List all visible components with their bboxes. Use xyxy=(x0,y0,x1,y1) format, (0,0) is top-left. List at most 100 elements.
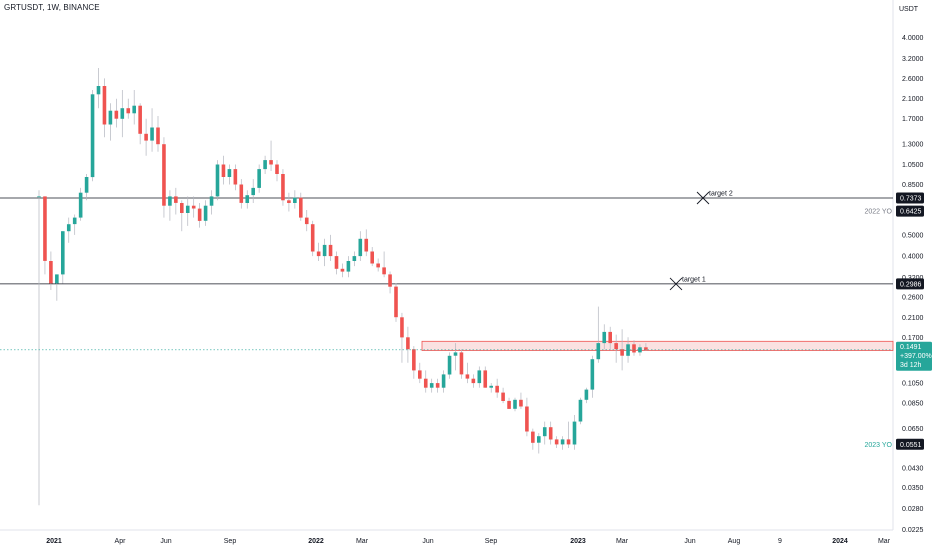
year-open-price-tag xyxy=(896,205,924,217)
current-price-tag xyxy=(896,341,932,371)
candle-body xyxy=(346,261,351,272)
year-open-price-label: 0.0551 xyxy=(900,442,922,449)
candle-body xyxy=(364,238,369,252)
price-tick-label: 4.0000 xyxy=(902,35,924,42)
candle-body xyxy=(489,385,493,388)
candle-body xyxy=(453,352,458,356)
candle-body xyxy=(542,427,547,437)
price-tick-label: 0.0225 xyxy=(902,527,924,534)
level-price-tag xyxy=(896,192,924,204)
time-tick-label: 9 xyxy=(778,538,782,545)
price-tick-label: 0.0850 xyxy=(902,401,924,408)
candle-body xyxy=(501,392,505,401)
resistance-zone-box[interactable] xyxy=(421,340,894,351)
year-open-price-tag xyxy=(896,438,924,450)
candle-body xyxy=(608,331,612,344)
candle-body xyxy=(429,383,434,388)
candle-body xyxy=(495,385,499,393)
price-tick-label: 0.0280 xyxy=(902,506,924,513)
candle-body xyxy=(108,110,113,125)
candle-body xyxy=(126,108,131,114)
time-axis[interactable]: 2021 Apr Jun Sep 2022 Mar Jun Sep 2023 Mar Jun Aug 9… xyxy=(46,538,890,545)
candle-body xyxy=(388,274,392,287)
candle-body xyxy=(352,256,357,261)
candle-body xyxy=(316,251,321,257)
time-tick-label: Jun xyxy=(684,538,695,545)
candle-body xyxy=(566,439,571,445)
year-open-label: 2023 YO xyxy=(864,442,892,449)
candle-body xyxy=(197,208,202,221)
candle-body xyxy=(537,436,541,443)
candle-body xyxy=(168,196,172,206)
x-mark-icon xyxy=(669,277,683,291)
candle-body xyxy=(174,196,178,203)
candle-body xyxy=(584,389,589,400)
candle-body xyxy=(626,344,630,356)
candle-body xyxy=(632,344,636,353)
time-tick-label: 2021 xyxy=(46,538,62,545)
candle-body xyxy=(55,274,59,284)
candle-body xyxy=(423,378,428,388)
price-tick-label: 0.0650 xyxy=(902,426,924,433)
price-tick-label: 0.1700 xyxy=(902,335,924,342)
price-axis[interactable]: 4.0000 3.2000 2.6000 2.1000 1.7000 1.3000 1.05… xyxy=(902,35,924,534)
candle-body xyxy=(525,406,529,432)
candle-body xyxy=(144,133,148,141)
candle-body xyxy=(215,164,220,197)
candle-body xyxy=(328,244,333,257)
candle-body xyxy=(61,231,65,275)
candle-body xyxy=(90,94,95,178)
level-annotation: target 2 xyxy=(709,191,733,198)
candle-body xyxy=(203,205,208,221)
candle-body xyxy=(340,268,345,272)
candle-body xyxy=(233,169,238,185)
price-tick-label: 0.8500 xyxy=(902,182,924,189)
candle-body xyxy=(358,238,363,257)
candle-body xyxy=(310,224,315,252)
candle-body xyxy=(644,347,648,350)
candle-body xyxy=(400,317,404,338)
candle-body xyxy=(138,105,142,134)
candle-body xyxy=(287,200,291,203)
candle-body xyxy=(531,431,535,443)
price-tick-label: 2.1000 xyxy=(902,96,924,103)
time-tick-label: Aug xyxy=(728,538,741,545)
candle-body xyxy=(72,217,77,225)
price-tick-label: 3.2000 xyxy=(902,56,924,63)
candle-body xyxy=(299,197,303,218)
candle-body xyxy=(227,169,232,177)
candle-body xyxy=(614,343,618,350)
price-tick-label: 1.7000 xyxy=(902,116,924,123)
price-axis-unit: USDT xyxy=(899,6,919,13)
time-tick-label: Jun xyxy=(160,538,171,545)
price-tick-label: 0.3200 xyxy=(902,275,924,282)
level-price-tag xyxy=(896,278,924,290)
time-tick-label: Sep xyxy=(224,538,237,545)
candle-body xyxy=(156,127,160,145)
candle-body xyxy=(620,349,624,356)
current-price-label: 0.1491 xyxy=(900,344,922,351)
price-tick-label: 1.0500 xyxy=(902,162,924,169)
candle-body xyxy=(447,355,452,375)
time-tick-label: Mar xyxy=(878,538,891,545)
year-open-label: 2022 YO xyxy=(864,209,892,216)
resistance-zone[interactable] xyxy=(421,340,894,351)
time-tick-label: Mar xyxy=(616,538,629,545)
candle-body xyxy=(150,127,154,141)
candle-body xyxy=(191,205,196,209)
price-tick-label: 0.2100 xyxy=(902,315,924,322)
candle-body xyxy=(49,261,53,284)
target-levels[interactable]: target 2 0.7373 target 1 0.2986 xyxy=(0,191,924,291)
year-open-price-label: 0.6425 xyxy=(900,209,922,216)
candle-body xyxy=(578,399,583,422)
price-tick-label: 2.6000 xyxy=(902,76,924,83)
candle-body xyxy=(43,196,47,261)
price-tick-label: 0.1050 xyxy=(902,381,924,388)
candle-body xyxy=(382,267,386,275)
candle-body xyxy=(185,205,190,213)
candle-body xyxy=(406,337,410,350)
candle-body xyxy=(180,203,184,213)
candle-body xyxy=(412,349,416,371)
candle-body xyxy=(251,187,255,196)
